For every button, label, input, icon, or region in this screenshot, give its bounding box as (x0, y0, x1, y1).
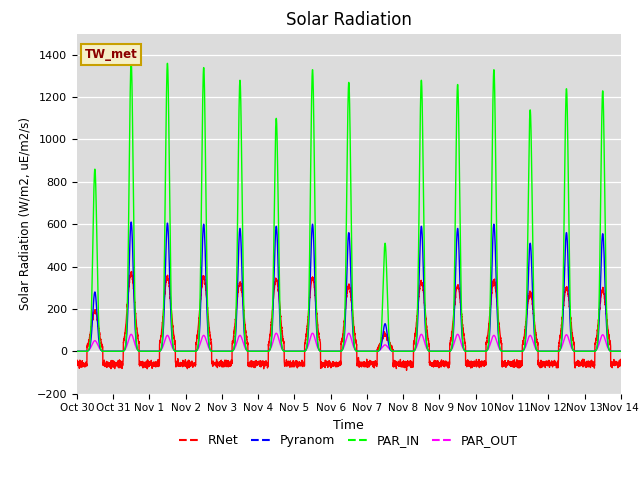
X-axis label: Time: Time (333, 419, 364, 432)
Legend: RNet, Pyranom, PAR_IN, PAR_OUT: RNet, Pyranom, PAR_IN, PAR_OUT (174, 429, 524, 452)
Y-axis label: Solar Radiation (W/m2, uE/m2/s): Solar Radiation (W/m2, uE/m2/s) (18, 117, 31, 310)
Title: Solar Radiation: Solar Radiation (286, 11, 412, 29)
Text: TW_met: TW_met (85, 48, 138, 61)
